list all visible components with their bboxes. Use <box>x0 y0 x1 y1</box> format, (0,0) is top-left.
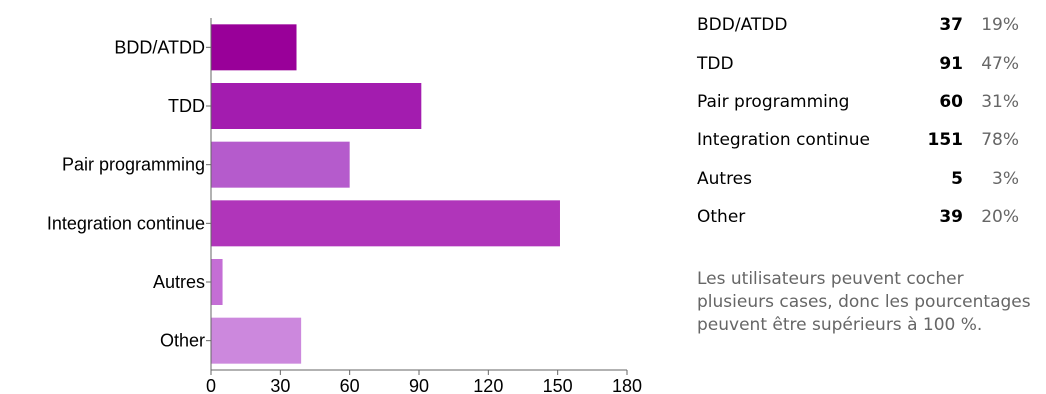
summary-label: Integration continue <box>697 130 870 151</box>
x-tick-label: 90 <box>409 376 429 394</box>
bars <box>211 24 560 364</box>
summary-row: Autres 5 3% <box>697 160 1019 198</box>
summary-count: 151 <box>927 130 964 151</box>
bar-integration-continue <box>211 200 560 247</box>
summary-label: BDD/ATDD <box>697 15 788 36</box>
summary-note: Les utilisateurs peuvent cocher plusieur… <box>697 269 1031 335</box>
summary-percent: 31% <box>981 91 1019 112</box>
summary-row: Integration continue 151 78% <box>697 121 1019 159</box>
category-label: Autres <box>153 272 205 292</box>
bar-autres <box>211 259 223 305</box>
summary-panel: BDD/ATDD 37 19% TDD 91 47% Pair programming 60 3… <box>697 6 1043 236</box>
summary-percent: 3% <box>992 168 1019 189</box>
summary-percent: 47% <box>981 53 1019 74</box>
x-tick-label: 60 <box>340 376 360 394</box>
x-tick-label: 30 <box>270 376 290 394</box>
category-label: Pair programming <box>62 155 205 175</box>
category-label: Other <box>160 331 205 351</box>
category-label: Integration continue <box>47 213 205 233</box>
bar-chart: BDD/ATDD TDD Pair programming Integration c… <box>47 18 642 394</box>
summary-count: 5 <box>951 168 963 189</box>
x-tick-label: 0 <box>206 376 216 394</box>
summary-count: 39 <box>939 207 963 228</box>
bar-bdd-atdd <box>211 24 297 71</box>
summary-table: BDD/ATDD 37 19% TDD 91 47% Pair programming 60 3… <box>697 6 1019 236</box>
summary-count: 37 <box>939 15 963 36</box>
x-tick-label: 180 <box>612 376 642 394</box>
category-label: BDD/ATDD <box>114 37 205 57</box>
summary-label: Pair programming <box>697 91 850 112</box>
category-label: TDD <box>168 96 205 116</box>
summary-row: Pair programming 60 31% <box>697 83 1019 121</box>
summary-row: BDD/ATDD 37 19% <box>697 6 1019 44</box>
bar-tdd <box>211 83 422 129</box>
axes: BDD/ATDD TDD Pair programming Integration c… <box>47 18 642 394</box>
summary-percent: 19% <box>981 15 1019 36</box>
summary-row: TDD 91 47% <box>697 44 1019 82</box>
bar-pair-programming <box>211 141 350 188</box>
x-tick-label: 150 <box>543 376 573 394</box>
summary-label: Other <box>697 207 746 228</box>
x-tick-label: 120 <box>473 376 503 394</box>
summary-percent: 20% <box>981 207 1019 228</box>
summary-label: TDD <box>697 53 734 74</box>
summary-count: 60 <box>939 91 963 112</box>
summary-percent: 78% <box>981 130 1019 151</box>
summary-count: 91 <box>939 53 963 74</box>
bar-other <box>211 317 302 364</box>
summary-row: Other 39 20% <box>697 198 1019 236</box>
summary-label: Autres <box>697 168 753 189</box>
